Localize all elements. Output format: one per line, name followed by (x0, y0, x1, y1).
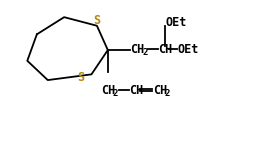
Text: CH: CH (101, 84, 115, 97)
Text: S: S (93, 14, 100, 27)
Text: OEt: OEt (178, 43, 199, 56)
Text: CH: CH (153, 84, 167, 97)
Text: 2: 2 (142, 48, 148, 57)
Text: CH: CH (129, 84, 144, 97)
Text: CH: CH (158, 43, 173, 56)
Text: 2: 2 (165, 89, 170, 98)
Text: S: S (77, 72, 84, 84)
Text: CH: CH (130, 43, 145, 56)
Text: OEt: OEt (166, 16, 187, 29)
Text: 2: 2 (113, 89, 118, 98)
